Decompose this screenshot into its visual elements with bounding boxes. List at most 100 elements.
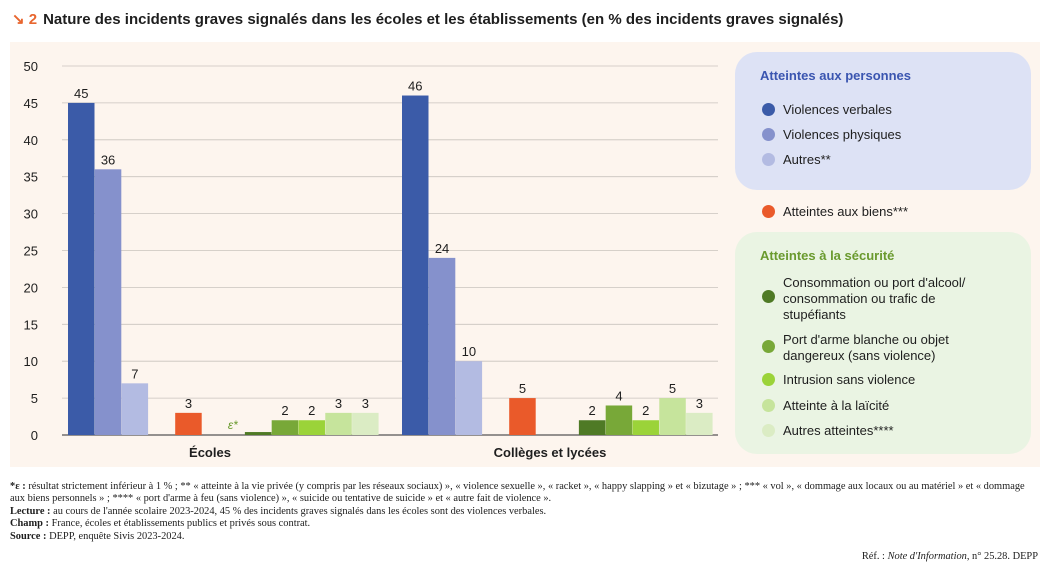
y-tick-label: 45 (24, 96, 38, 111)
legend-item-verbales: Violences verbales (762, 102, 998, 118)
bar (244, 432, 272, 435)
legend-item-arme: Port d'arme blanche ou objet dangereux (… (762, 332, 988, 364)
ref-publication: Note d'Information (887, 551, 967, 562)
legend-swatch (762, 103, 775, 116)
bar (659, 398, 686, 435)
title-text: Nature des incidents graves signalés dan… (43, 11, 844, 28)
bar (271, 420, 299, 435)
legend-swatch (762, 153, 775, 166)
bar-data-label: ε* (228, 418, 238, 432)
legend-label: Consommation ou port d'alcool/ consommat… (783, 275, 966, 322)
x-category-label: Écoles (189, 445, 231, 460)
source-key: Source : (10, 530, 47, 542)
bar (632, 420, 659, 435)
legend-swatch (762, 128, 775, 141)
legend-label: Atteinte à la laïcité (783, 398, 890, 413)
bar-data-label: 3 (185, 396, 192, 411)
bar-data-label: 10 (462, 344, 476, 359)
bar (455, 361, 483, 435)
bar-data-label: 2 (589, 403, 596, 418)
y-tick-label: 5 (31, 391, 38, 406)
lecture-note: Lecture : au cours de l'année scolaire 2… (10, 506, 1040, 518)
y-tick-label: 35 (24, 170, 38, 185)
source-note: Source : DEPP, enquête Sivis 2023-2024. (10, 531, 1040, 543)
legend-item-stupefiants: Consommation ou port d'alcool/ consommat… (762, 275, 988, 323)
bar (325, 412, 352, 435)
footnote-key: *ε : (10, 481, 26, 492)
bar (605, 405, 633, 435)
bar-data-label: 7 (131, 366, 138, 381)
bar (402, 95, 429, 436)
bar (428, 257, 456, 435)
legend-swatch (762, 424, 775, 437)
bar-data-label: 45 (74, 86, 88, 101)
legend-swatch (762, 373, 775, 386)
y-tick-label: 0 (31, 428, 38, 443)
bar-data-label: 5 (519, 381, 526, 396)
legend-label: Autres** (783, 152, 831, 167)
bar-data-label: 5 (669, 381, 676, 396)
y-tick-label: 25 (24, 244, 38, 259)
bar (94, 169, 122, 435)
bar (175, 412, 202, 435)
bar (298, 420, 325, 435)
legend-swatch (762, 399, 775, 412)
ref-prefix: Réf. : (861, 551, 885, 562)
legend-item-physiques: Violences physiques (762, 127, 998, 143)
legend-label: Autres atteintes**** (783, 423, 894, 438)
bar (352, 412, 379, 435)
legend-swatch (762, 340, 775, 353)
lecture-key: Lecture : (10, 505, 51, 517)
legend-item-autres-atteintes: Autres atteintes**** (762, 423, 998, 439)
y-tick-label: 50 (24, 59, 38, 74)
legend-persons-box (735, 52, 1031, 190)
bar-data-label: 36 (101, 152, 115, 167)
ref-suffix: , n° 25.28. DEPP (966, 551, 1038, 562)
reference: Réf. : Note d'Information, n° 25.28. DEP… (862, 551, 1038, 562)
bar (68, 102, 95, 436)
chart-title: ↘ 2 Nature des incidents graves signalés … (12, 10, 1042, 28)
footnote-definitions: *ε : résultat strictement inférieur à 1 … (10, 481, 1040, 506)
bar (121, 383, 149, 435)
bar-data-label: 3 (696, 396, 703, 411)
bar-data-label: 46 (408, 79, 422, 94)
legend-security-box (735, 232, 1031, 454)
legend-swatch (762, 205, 775, 218)
lecture-text: au cours de l'année scolaire 2023-2024, … (53, 505, 547, 517)
bar-data-label: 2 (281, 403, 288, 418)
x-category-label: Collèges et lycées (494, 445, 607, 460)
figure-number: ↘ 2 (12, 11, 38, 28)
y-tick-label: 15 (24, 317, 38, 332)
legend-label: Intrusion sans violence (783, 372, 916, 387)
legend-item-laicite: Atteinte à la laïcité (762, 398, 998, 414)
bar (686, 412, 713, 435)
bar-data-label: 2 (308, 403, 315, 418)
bar-data-label: 24 (435, 241, 449, 256)
legend-item-intrusion: Intrusion sans violence (762, 372, 998, 388)
legend-item-biens: Atteintes aux biens*** (762, 204, 998, 220)
source-text: DEPP, enquête Sivis 2023-2024. (49, 530, 185, 542)
legend-label: Atteintes aux biens*** (783, 204, 909, 219)
y-tick-label: 20 (24, 280, 38, 295)
bar (509, 398, 536, 435)
champ-key: Champ : (10, 518, 49, 530)
champ-text: France, écoles et établissements publics… (51, 518, 311, 530)
bar (578, 420, 606, 435)
bar-data-label: 3 (335, 396, 342, 411)
y-tick-label: 10 (24, 354, 38, 369)
champ-note: Champ : France, écoles et établissements… (10, 518, 1040, 530)
footnotes: *ε : résultat strictement inférieur à 1 … (10, 481, 1040, 543)
legend-label: Violences verbales (783, 102, 892, 117)
footnote-text: résultat strictement inférieur à 1 % ; *… (10, 481, 1025, 505)
legend-persons-title: Atteintes aux personnes (760, 68, 911, 83)
legend-item-autres: Autres** (762, 152, 998, 168)
legend-swatch (762, 290, 775, 303)
y-tick-label: 40 (24, 133, 38, 148)
y-tick-label: 30 (24, 207, 38, 222)
bar-data-label: 4 (615, 388, 622, 403)
legend-label: Violences physiques (783, 127, 902, 142)
bar-data-label: 3 (362, 396, 369, 411)
legend-label: Port d'arme blanche ou objet dangereux (… (783, 332, 949, 363)
legend-security-title: Atteintes à la sécurité (760, 248, 895, 263)
